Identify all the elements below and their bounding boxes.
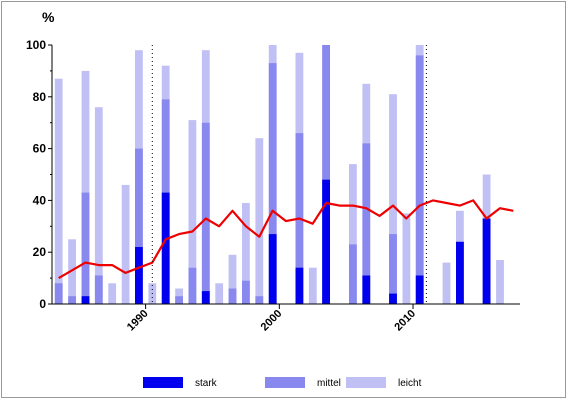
bar-leicht-1998 [255,138,264,304]
bar-leicht-2012 [442,262,451,304]
bar-stark-2003 [322,179,330,304]
bar-leicht-1988 [121,184,130,304]
y-tick-label-80: 80 [33,90,47,104]
bar-mittel-1986 [94,275,103,304]
bar-mittel-1996 [228,288,237,304]
bar-leicht-1996 [228,254,237,304]
x-tick-label-2000: 2000 [259,308,285,334]
bar-leicht-2002 [308,267,317,304]
legend-label-leicht: leicht [398,378,422,389]
y-tick-label-60: 60 [33,142,47,156]
bar-leicht-2009 [402,213,411,304]
bar-mittel-1993 [188,267,197,304]
legend-swatch-mittel [265,377,305,388]
bar-stark-2006 [362,275,371,304]
legend-swatch-stark [143,377,183,388]
bar-leicht-1987 [108,283,117,304]
bar-mittel-2003 [322,45,330,304]
legend-label-stark: stark [195,378,218,389]
y-tick-label-100: 100 [26,38,46,52]
bar-stark-1991 [161,192,170,304]
bar-mittel-2008 [389,234,397,304]
bar-mittel-2005 [349,244,357,304]
bar-mittel-1998 [255,296,264,304]
bar-mittel-1989 [135,148,143,304]
bar-mittel-1985 [81,192,90,304]
bar-leicht-1997 [242,203,250,304]
y-tick-label-0: 0 [39,297,46,311]
line-layer [58,199,514,280]
bar-leicht-1984 [68,239,76,305]
bar-mittel-2010 [415,55,424,305]
bar-leicht-2005 [349,164,357,304]
bar-stark-2001 [295,267,304,304]
bar-mittel-1984 [68,296,76,304]
bar-leicht-1993 [188,120,197,304]
bar-stark-2015 [482,218,491,304]
legend-swatch-leicht [346,377,386,388]
bar-mittel-1983 [54,283,63,304]
bar-mittel-1994 [201,122,210,304]
bar-leicht-1995 [215,283,224,304]
bar-mittel-1997 [242,280,250,304]
bar-mittel-1992 [175,296,183,304]
y-tick-label-20: 20 [33,245,47,259]
bar-stark-1989 [135,247,143,304]
mean-line [58,199,514,280]
legend-label-mittel: mittel [317,378,341,389]
bar-stark-2013 [456,241,464,304]
bar-stark-2008 [389,293,397,304]
legend: stark mittel leicht [143,377,422,389]
bar-stark-1985 [81,296,90,304]
bar-stark-1994 [201,291,210,304]
y-axis-unit-label: % [42,9,55,25]
bar-leicht-1985 [81,70,90,305]
y-tick-label-40: 40 [33,193,47,207]
bar-mittel-1999 [268,63,277,304]
bar-leicht-2016 [496,260,504,304]
bar-mittel-2006 [362,143,371,304]
bar-leicht-1983 [54,78,63,304]
x-tick-label-2010: 2010 [392,308,418,334]
bars-layer [54,45,504,305]
bar-stark-1999 [268,234,277,304]
bar-leicht-1986 [94,107,103,304]
bar-leicht-2008 [389,94,397,304]
bar-stark-2010 [415,275,424,304]
x-tick-label-1990: 1990 [125,308,151,334]
